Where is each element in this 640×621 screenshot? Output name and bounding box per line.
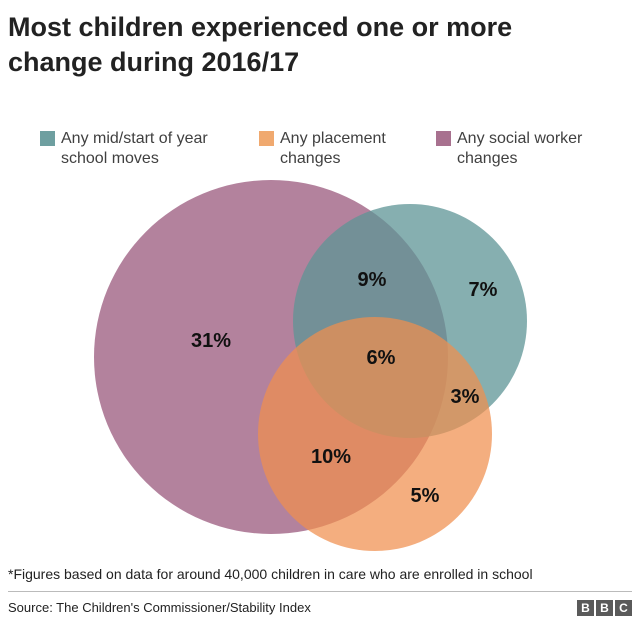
source-text: Source: The Children's Commissioner/Stab… [8, 600, 311, 615]
label-social-worker-only: 31% [191, 330, 231, 352]
bbc-logo-letter: C [615, 600, 632, 616]
label-placement-only: 5% [411, 485, 440, 507]
bbc-logo-letter: B [596, 600, 613, 616]
legend-swatch-social-worker-changes [436, 131, 451, 146]
chart-title: Most children experienced one or more ch… [8, 10, 608, 80]
legend-label-placement-changes: Any placement changes [280, 130, 386, 167]
title-line-1: Most children experienced one or more [8, 12, 513, 42]
circle-placement-changes [258, 317, 492, 551]
legend-label-social-worker-changes: Any social worker changes [457, 130, 583, 167]
legend-swatch-school-moves [40, 131, 55, 146]
label-school-and-social-worker: 9% [358, 269, 387, 291]
legend-swatch-placement-changes [259, 131, 274, 146]
label-school-only: 7% [469, 279, 498, 301]
title-line-2: change during 2016/17 [8, 47, 300, 77]
label-placement-and-social-worker: 10% [311, 446, 351, 468]
label-school-and-placement: 3% [451, 386, 480, 408]
bbc-logo: B B C [577, 600, 632, 616]
footnote: *Figures based on data for around 40,000… [8, 566, 533, 582]
label-all-three: 6% [367, 347, 396, 369]
legend-label-school-moves: Any mid/start of year school moves [61, 130, 208, 167]
bbc-logo-letter: B [577, 600, 594, 616]
footer-divider [8, 591, 632, 592]
